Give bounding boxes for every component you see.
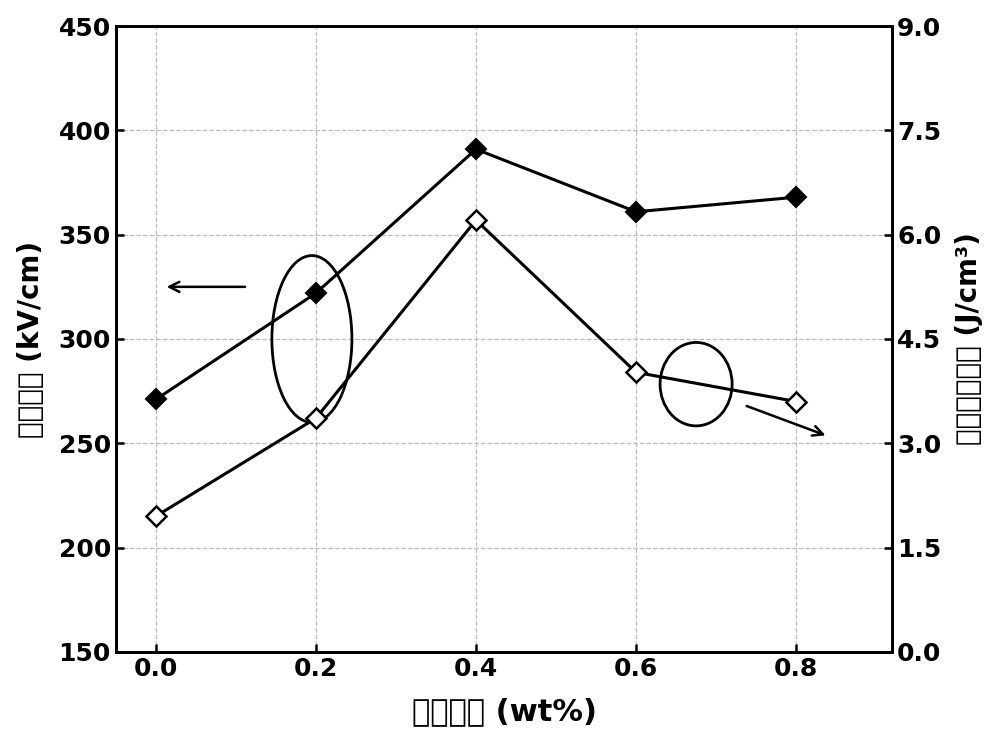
X-axis label: 玻璃含量 (wt%): 玻璃含量 (wt%) <box>412 698 596 727</box>
Y-axis label: 击穿场强 (kV/cm): 击穿场强 (kV/cm) <box>17 241 45 438</box>
Y-axis label: 有效储能密度 (J/cm³): 有效储能密度 (J/cm³) <box>955 233 983 445</box>
